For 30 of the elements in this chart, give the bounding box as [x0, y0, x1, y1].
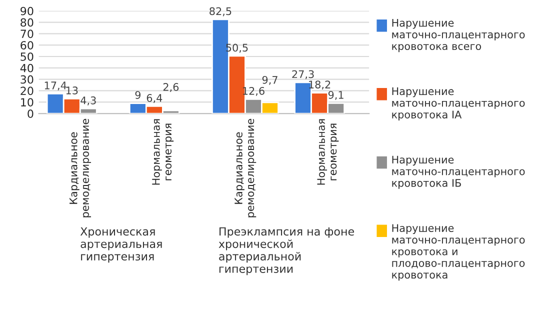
y-tick-label: 60 — [20, 41, 34, 50]
data-label: 9 — [135, 91, 140, 99]
data-label: 9,1 — [328, 90, 344, 100]
text: Хроническая артериальная гипертензия — [80, 227, 162, 263]
x-tick-label: Нормальная геометрия — [152, 119, 174, 185]
legend-label: Нарушение маточно-плацентарного кровотока IБ — [392, 156, 525, 189]
x-tick-label: Нормальная геометрия — [317, 119, 339, 185]
data-label: 6,4 — [146, 94, 162, 103]
data-label: 27,3 — [292, 70, 314, 80]
y-tick-label: 20 — [20, 86, 34, 96]
text: Преэклампсия на фоне хронической артериальной гипертензии — [218, 227, 354, 276]
y-tick-label: 30 — [20, 75, 34, 84]
x-tick-label: Кардиальное ремоделирование — [234, 118, 256, 218]
data-label: 4,3 — [80, 96, 96, 106]
y-tick-label: 10 — [21, 98, 34, 106]
data-label: 2,6 — [163, 83, 179, 92]
y-tick-label: 70 — [20, 30, 34, 38]
data-label: 17,4 — [44, 82, 66, 90]
y-tick-label: 90 — [20, 6, 34, 16]
data-label: 13 — [66, 86, 78, 94]
y-tick-label: 40 — [20, 64, 34, 72]
x-tick-label: Кардиальное ремоделирование — [70, 118, 91, 218]
legend-label: Нарушение маточно-плацентарного кровотока и плодово-плацентарного кровотока — [392, 224, 525, 281]
legend-label: Нарушение маточно-плацентарного кровотока IA — [392, 87, 525, 120]
data-label: 82,5 — [210, 7, 232, 16]
data-label: 9,7 — [262, 76, 278, 85]
legend-label: Нарушение маточно-плацентарного кровотока всего — [392, 18, 525, 52]
y-tick-label: 50 — [20, 52, 34, 61]
y-tick-label: 0 — [28, 109, 34, 118]
y-tick-label: 80 — [20, 18, 34, 27]
